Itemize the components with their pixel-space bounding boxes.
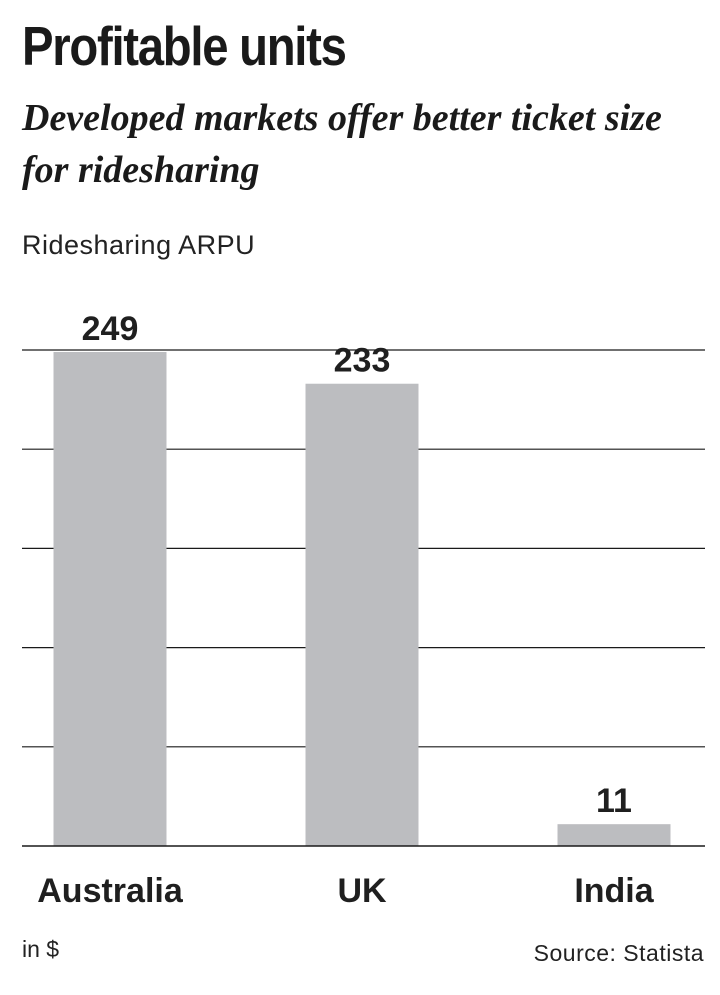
category-label-australia: Australia — [37, 872, 184, 910]
data-label-india: 11 — [596, 782, 632, 820]
unit-label: in $ — [22, 936, 60, 962]
category-label-uk: UK — [337, 872, 387, 910]
data-label-uk: 233 — [334, 342, 391, 380]
source-label: Source: Statista — [533, 940, 704, 966]
measure-label: Ridesharing ARPU — [22, 230, 256, 260]
chart-title: Profitable units — [22, 15, 347, 77]
bar-uk — [305, 383, 419, 846]
data-label-australia: 249 — [82, 310, 139, 348]
bar-australia — [53, 351, 167, 846]
bar-india — [557, 824, 671, 846]
category-label-india: India — [574, 872, 654, 910]
chart-subtitle: Developed markets offer better ticket si… — [22, 97, 662, 191]
